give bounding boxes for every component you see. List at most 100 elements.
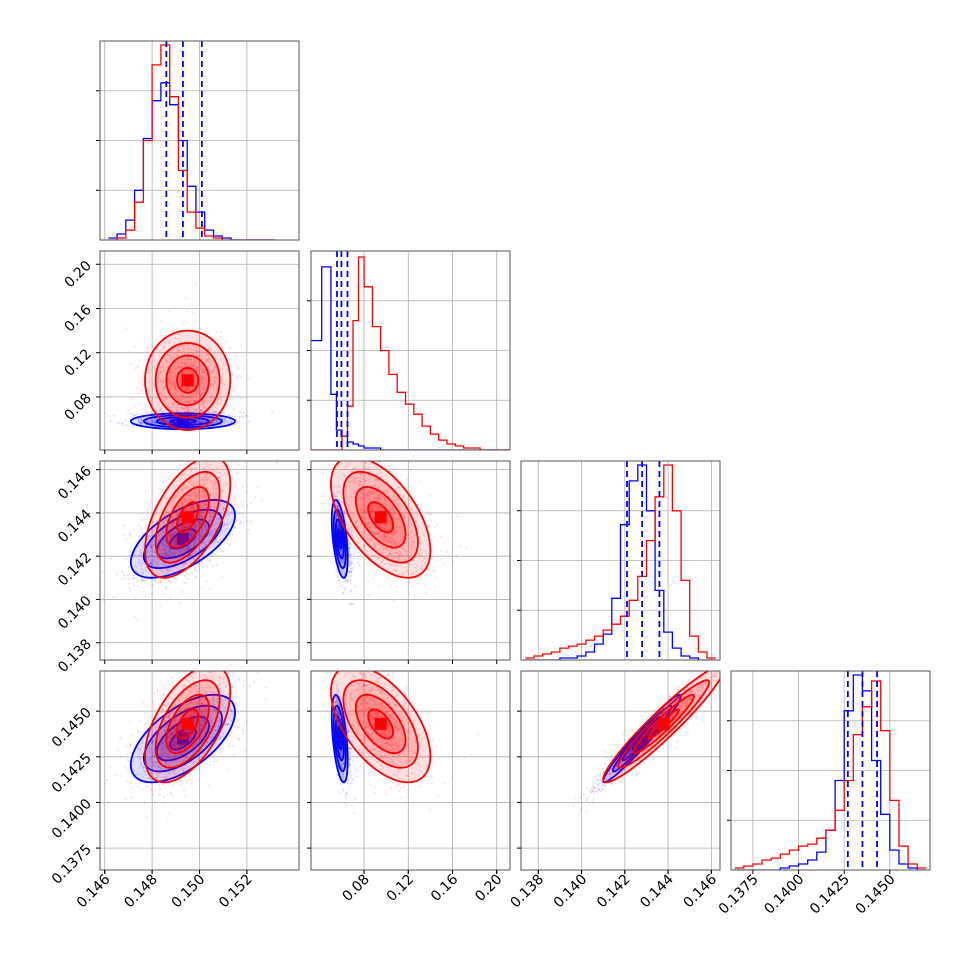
sample-point (175, 367, 179, 370)
sample-point (192, 552, 195, 555)
sample-point (161, 551, 164, 555)
sample-point (159, 406, 162, 409)
sample-point (210, 554, 213, 557)
sample-point (200, 408, 203, 411)
sample-point (335, 516, 338, 520)
sample-point (191, 484, 194, 488)
sample-point (196, 455, 198, 457)
sample-point (190, 498, 193, 501)
sample-point (149, 368, 152, 372)
sample-point (211, 371, 214, 375)
sample-point (161, 548, 164, 551)
sample-point (102, 599, 106, 603)
sample-point (172, 383, 175, 386)
sample-point (203, 466, 206, 469)
sample-point (221, 417, 224, 420)
sample-point (397, 553, 400, 556)
sample-point (172, 364, 175, 367)
sample-point (170, 522, 173, 525)
sample-point (198, 337, 201, 340)
sample-point (169, 381, 172, 384)
sample-point (170, 505, 173, 509)
sample-point (223, 392, 226, 395)
sample-point (168, 381, 171, 384)
sample-point (181, 362, 184, 365)
sample-point (168, 554, 171, 558)
sample-point (171, 532, 174, 535)
sample-point (172, 522, 175, 525)
sample-point (201, 501, 204, 504)
sample-point (172, 549, 175, 552)
sample-point (183, 562, 186, 565)
sample-point (162, 562, 165, 565)
sample-point (184, 463, 187, 467)
sample-point (203, 376, 206, 379)
sample-point (216, 398, 220, 401)
sample-point (189, 554, 192, 557)
sample-point (161, 365, 164, 368)
sample-point (366, 500, 369, 503)
sample-point (204, 455, 206, 457)
sample-point (198, 550, 201, 553)
sample-point (168, 549, 171, 552)
sample-point (142, 412, 145, 416)
sample-point (169, 550, 173, 553)
sample-point (200, 393, 203, 396)
sample-point (177, 365, 180, 369)
sample-point (350, 452, 352, 454)
sample-point (121, 571, 124, 574)
sample-point (350, 602, 353, 606)
sample-point (348, 554, 351, 557)
sample-point (337, 522, 340, 525)
sample-point (190, 467, 193, 470)
sample-point (343, 510, 346, 513)
sample-point (201, 419, 204, 422)
sample-point (242, 412, 245, 415)
sample-point (186, 557, 189, 560)
sample-point (163, 552, 166, 555)
sample-point (187, 559, 190, 562)
sample-point (189, 358, 193, 361)
sample-point (341, 581, 344, 584)
sample-point (169, 377, 172, 380)
sample-point (161, 480, 164, 484)
sample-point (150, 399, 153, 402)
sample-point (177, 360, 180, 363)
sample-point (210, 515, 213, 518)
sample-point (201, 420, 204, 423)
sample-point (203, 501, 206, 504)
sample-point (182, 524, 185, 527)
sample-point (194, 509, 197, 512)
sample-point (204, 350, 207, 353)
sample-point (208, 515, 211, 518)
sample-point (194, 430, 197, 433)
sample-point (343, 578, 346, 581)
sample-point (410, 524, 413, 527)
sample-point (194, 536, 197, 540)
sample-point (183, 362, 186, 365)
sample-point (356, 557, 359, 560)
sample-point (181, 396, 184, 399)
sample-point (335, 570, 338, 573)
sample-point (142, 378, 145, 381)
sample-point (371, 490, 375, 493)
sample-point (145, 555, 148, 558)
sample-point (217, 507, 220, 510)
sample-point (170, 547, 173, 550)
sample-point (110, 420, 113, 423)
sample-point (171, 356, 174, 359)
sample-point (337, 524, 340, 527)
sample-point (167, 546, 170, 549)
sample-point (163, 544, 166, 547)
sample-point (197, 491, 201, 494)
sample-point (157, 493, 160, 496)
sample-point (149, 411, 153, 414)
sample-point (203, 503, 206, 506)
sample-point (182, 523, 185, 526)
sample-point (177, 380, 180, 383)
sample-point (140, 552, 143, 555)
sample-point (348, 527, 351, 530)
sample-point (182, 529, 185, 532)
sample-point (159, 537, 162, 540)
sample-point (194, 391, 197, 394)
